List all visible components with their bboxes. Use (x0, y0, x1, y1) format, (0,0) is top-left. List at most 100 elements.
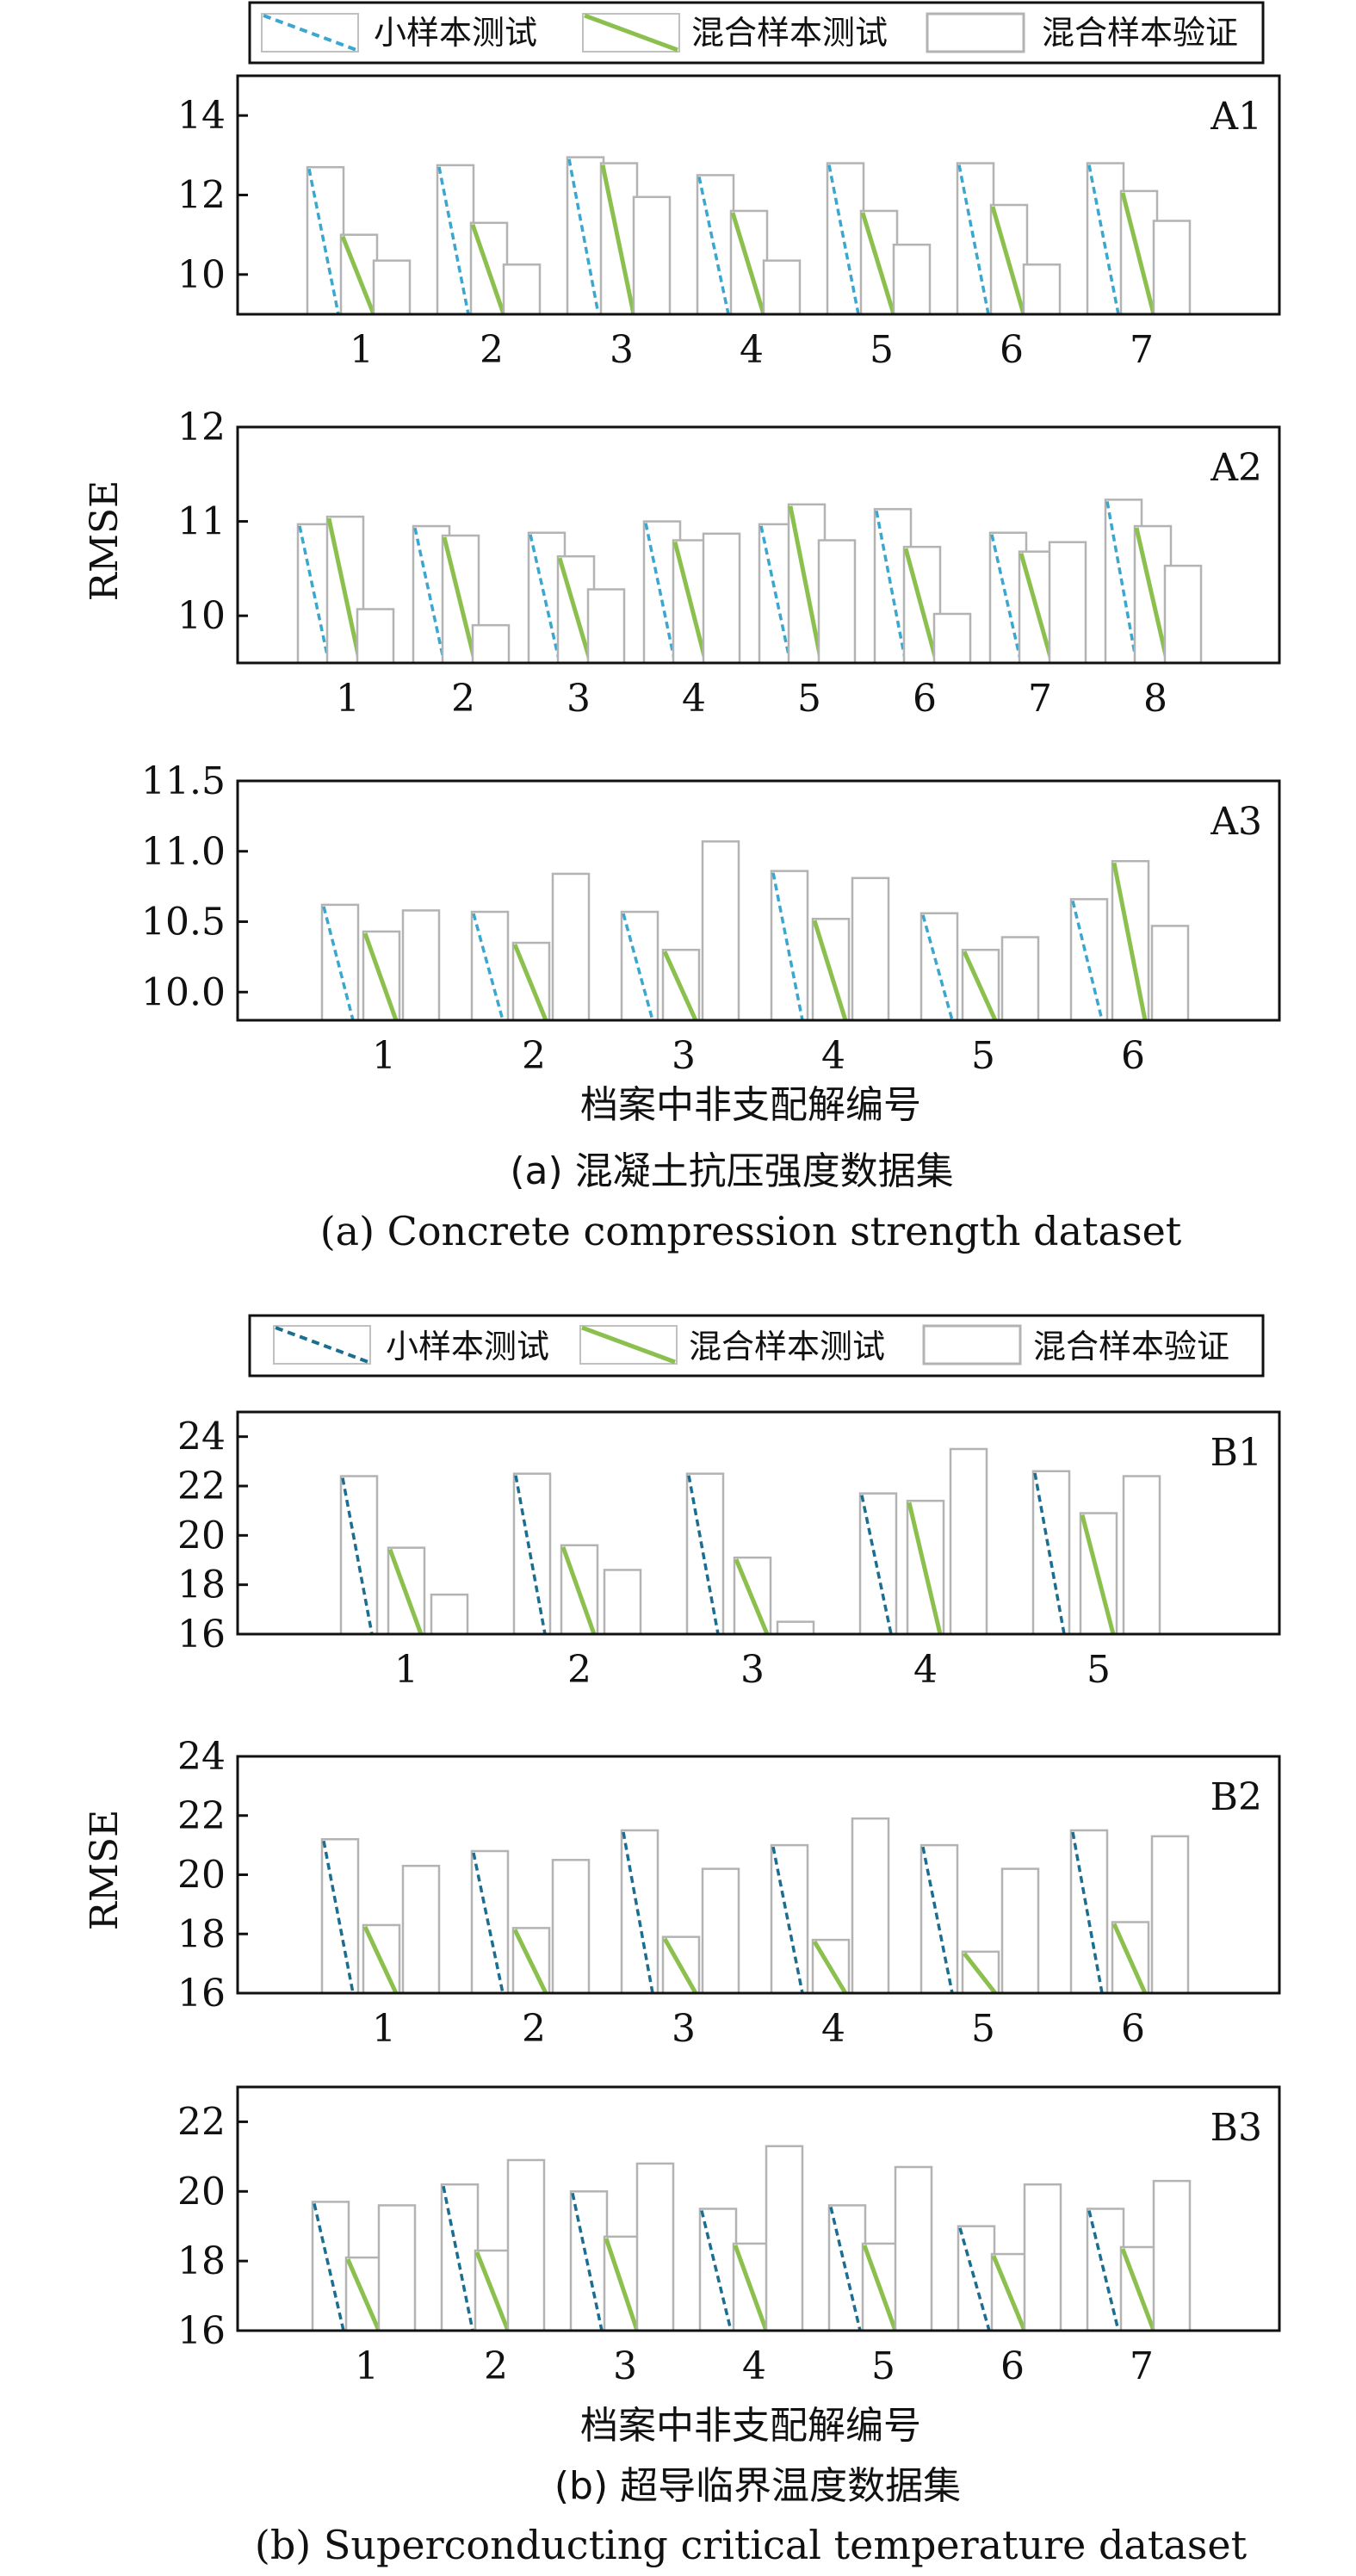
bar-valid (401, 1864, 441, 1995)
y-tick-label: 16 (177, 2309, 226, 2353)
x-tick-label: 2 (567, 1648, 591, 1692)
y-tick-label: 22 (177, 1794, 226, 1838)
caption-cn-b: (b) 超导临界温度数据集 (554, 2464, 961, 2508)
bar-small (826, 162, 865, 316)
x-tick-label: 2 (522, 1034, 546, 1078)
y-tick-label: 20 (177, 2170, 226, 2214)
bar-pattern-small (875, 511, 907, 664)
x-tick-label: 7 (1130, 328, 1154, 372)
bar-pattern-mixed (387, 1548, 424, 1635)
x-tick-label: 4 (742, 2344, 766, 2388)
bar-valid (932, 612, 972, 665)
legend-label-valid-b: 混合样本验证 (1033, 1328, 1229, 1365)
bar-pattern-mixed (733, 2245, 769, 2331)
bar-valid (1122, 1475, 1161, 1636)
y-tick-label: 11.5 (141, 759, 226, 803)
bar-pattern-small (472, 913, 505, 1021)
bar-pattern-mixed (470, 224, 506, 315)
bar-valid (1150, 1835, 1190, 1995)
bar-pattern-mixed (600, 164, 636, 315)
bar-valid (372, 259, 412, 316)
x-tick-label: 1 (372, 1034, 396, 1078)
bar-small (339, 1475, 379, 1636)
bar-valid (506, 2158, 546, 2332)
bar-small (306, 165, 345, 316)
bar-valid (702, 532, 741, 665)
bar-small (770, 1843, 809, 1995)
bar-pattern-mixed (1019, 552, 1055, 664)
bar-pattern-mixed (860, 212, 896, 315)
bar-pattern-mixed (734, 1558, 770, 1635)
bar-pattern-small (442, 2185, 474, 2331)
x-tick-label: 1 (350, 328, 374, 372)
y-tick-label: 11 (177, 500, 226, 544)
bar-pattern-mixed (560, 1545, 597, 1635)
x-tick-label: 4 (682, 677, 706, 721)
bar-small (440, 2183, 480, 2332)
bar-pattern-small (644, 523, 677, 664)
bar-pattern-mixed (442, 536, 478, 664)
bar-pattern-small (771, 1846, 804, 1994)
bar-pattern-small (322, 1840, 355, 1994)
x-tick-label: 4 (740, 328, 764, 372)
bar-pattern-small (1071, 900, 1104, 1021)
x-tick-label: 4 (821, 2007, 845, 2051)
bar-pattern-mixed (512, 944, 548, 1021)
panel-tag: B1 (1210, 1431, 1262, 1475)
x-tick-label: 6 (1000, 2344, 1025, 2388)
bar-valid (894, 2165, 933, 2332)
plot-frame (236, 779, 1281, 1022)
ylabel-b: RMSE (83, 1810, 127, 1930)
bar-valid (1022, 263, 1062, 316)
bar-valid (1152, 220, 1192, 316)
y-tick-label: 22 (177, 1464, 226, 1508)
bar-pattern-mixed (1134, 527, 1170, 664)
y-tick-label: 10.5 (141, 901, 226, 944)
bar-pattern-small (1105, 501, 1138, 664)
bar-pattern-mixed (1111, 862, 1148, 1021)
bar-pattern-mixed (345, 2258, 381, 2331)
bar-pattern-mixed (604, 2238, 640, 2331)
bar-pattern-mixed (512, 1929, 548, 1995)
bar-pattern-small (622, 913, 654, 1021)
bar-valid (1023, 2183, 1062, 2332)
caption-cn-a: (a) 混凝土抗压强度数据集 (510, 1149, 953, 1193)
bar-small (919, 1843, 959, 1995)
bar-small (696, 174, 735, 316)
x-tick-label: 2 (451, 677, 475, 721)
bar-small (956, 162, 995, 316)
bar-valid (377, 2204, 417, 2332)
x-tick-label: 4 (821, 1034, 845, 1078)
bar-valid (586, 588, 626, 665)
bar-valid (1000, 936, 1040, 1022)
x-tick-label: 2 (484, 2344, 508, 2388)
bar-pattern-mixed (990, 206, 1026, 315)
x-tick-label: 7 (1028, 677, 1052, 721)
bar-pattern-mixed (662, 1937, 698, 1995)
bar-pattern-mixed (326, 517, 362, 664)
y-tick-label: 18 (177, 1912, 226, 1956)
x-tick-label: 5 (971, 2007, 995, 2051)
bar-pattern-small (514, 1475, 547, 1635)
x-tick-label: 6 (1000, 328, 1024, 372)
panel-B3: 16 18 20 22 1 2 3 4 5 6 7 B3 (177, 2085, 1281, 2388)
legend-line-small-b (275, 1326, 369, 1364)
bar-pattern-small (472, 1852, 505, 1994)
xlabel-b: 档案中非支配解编号 (580, 2404, 921, 2448)
y-tick-label: 14 (177, 94, 226, 138)
bar-valid (1163, 564, 1203, 665)
caption-en-a: (a) Concrete compression strength datase… (320, 1208, 1182, 1254)
bar-valid (603, 1569, 642, 1636)
legend-line-mixed-b (581, 1325, 676, 1365)
x-tick-label: 3 (672, 2007, 696, 2051)
legend-b: 小样本测试 混合样本测试 混合样本验证 (248, 1314, 1265, 1378)
y-tick-label: 18 (177, 1564, 226, 1607)
x-tick-label: 1 (355, 2344, 379, 2388)
x-tick-label: 2 (480, 328, 504, 372)
bar-valid (1048, 541, 1087, 665)
bar-valid (817, 539, 857, 665)
bar-pattern-mixed (907, 1502, 943, 1635)
bar-valid (949, 1447, 988, 1636)
bar-pattern-mixed (474, 2251, 511, 2331)
y-tick-label: 12 (177, 174, 226, 218)
